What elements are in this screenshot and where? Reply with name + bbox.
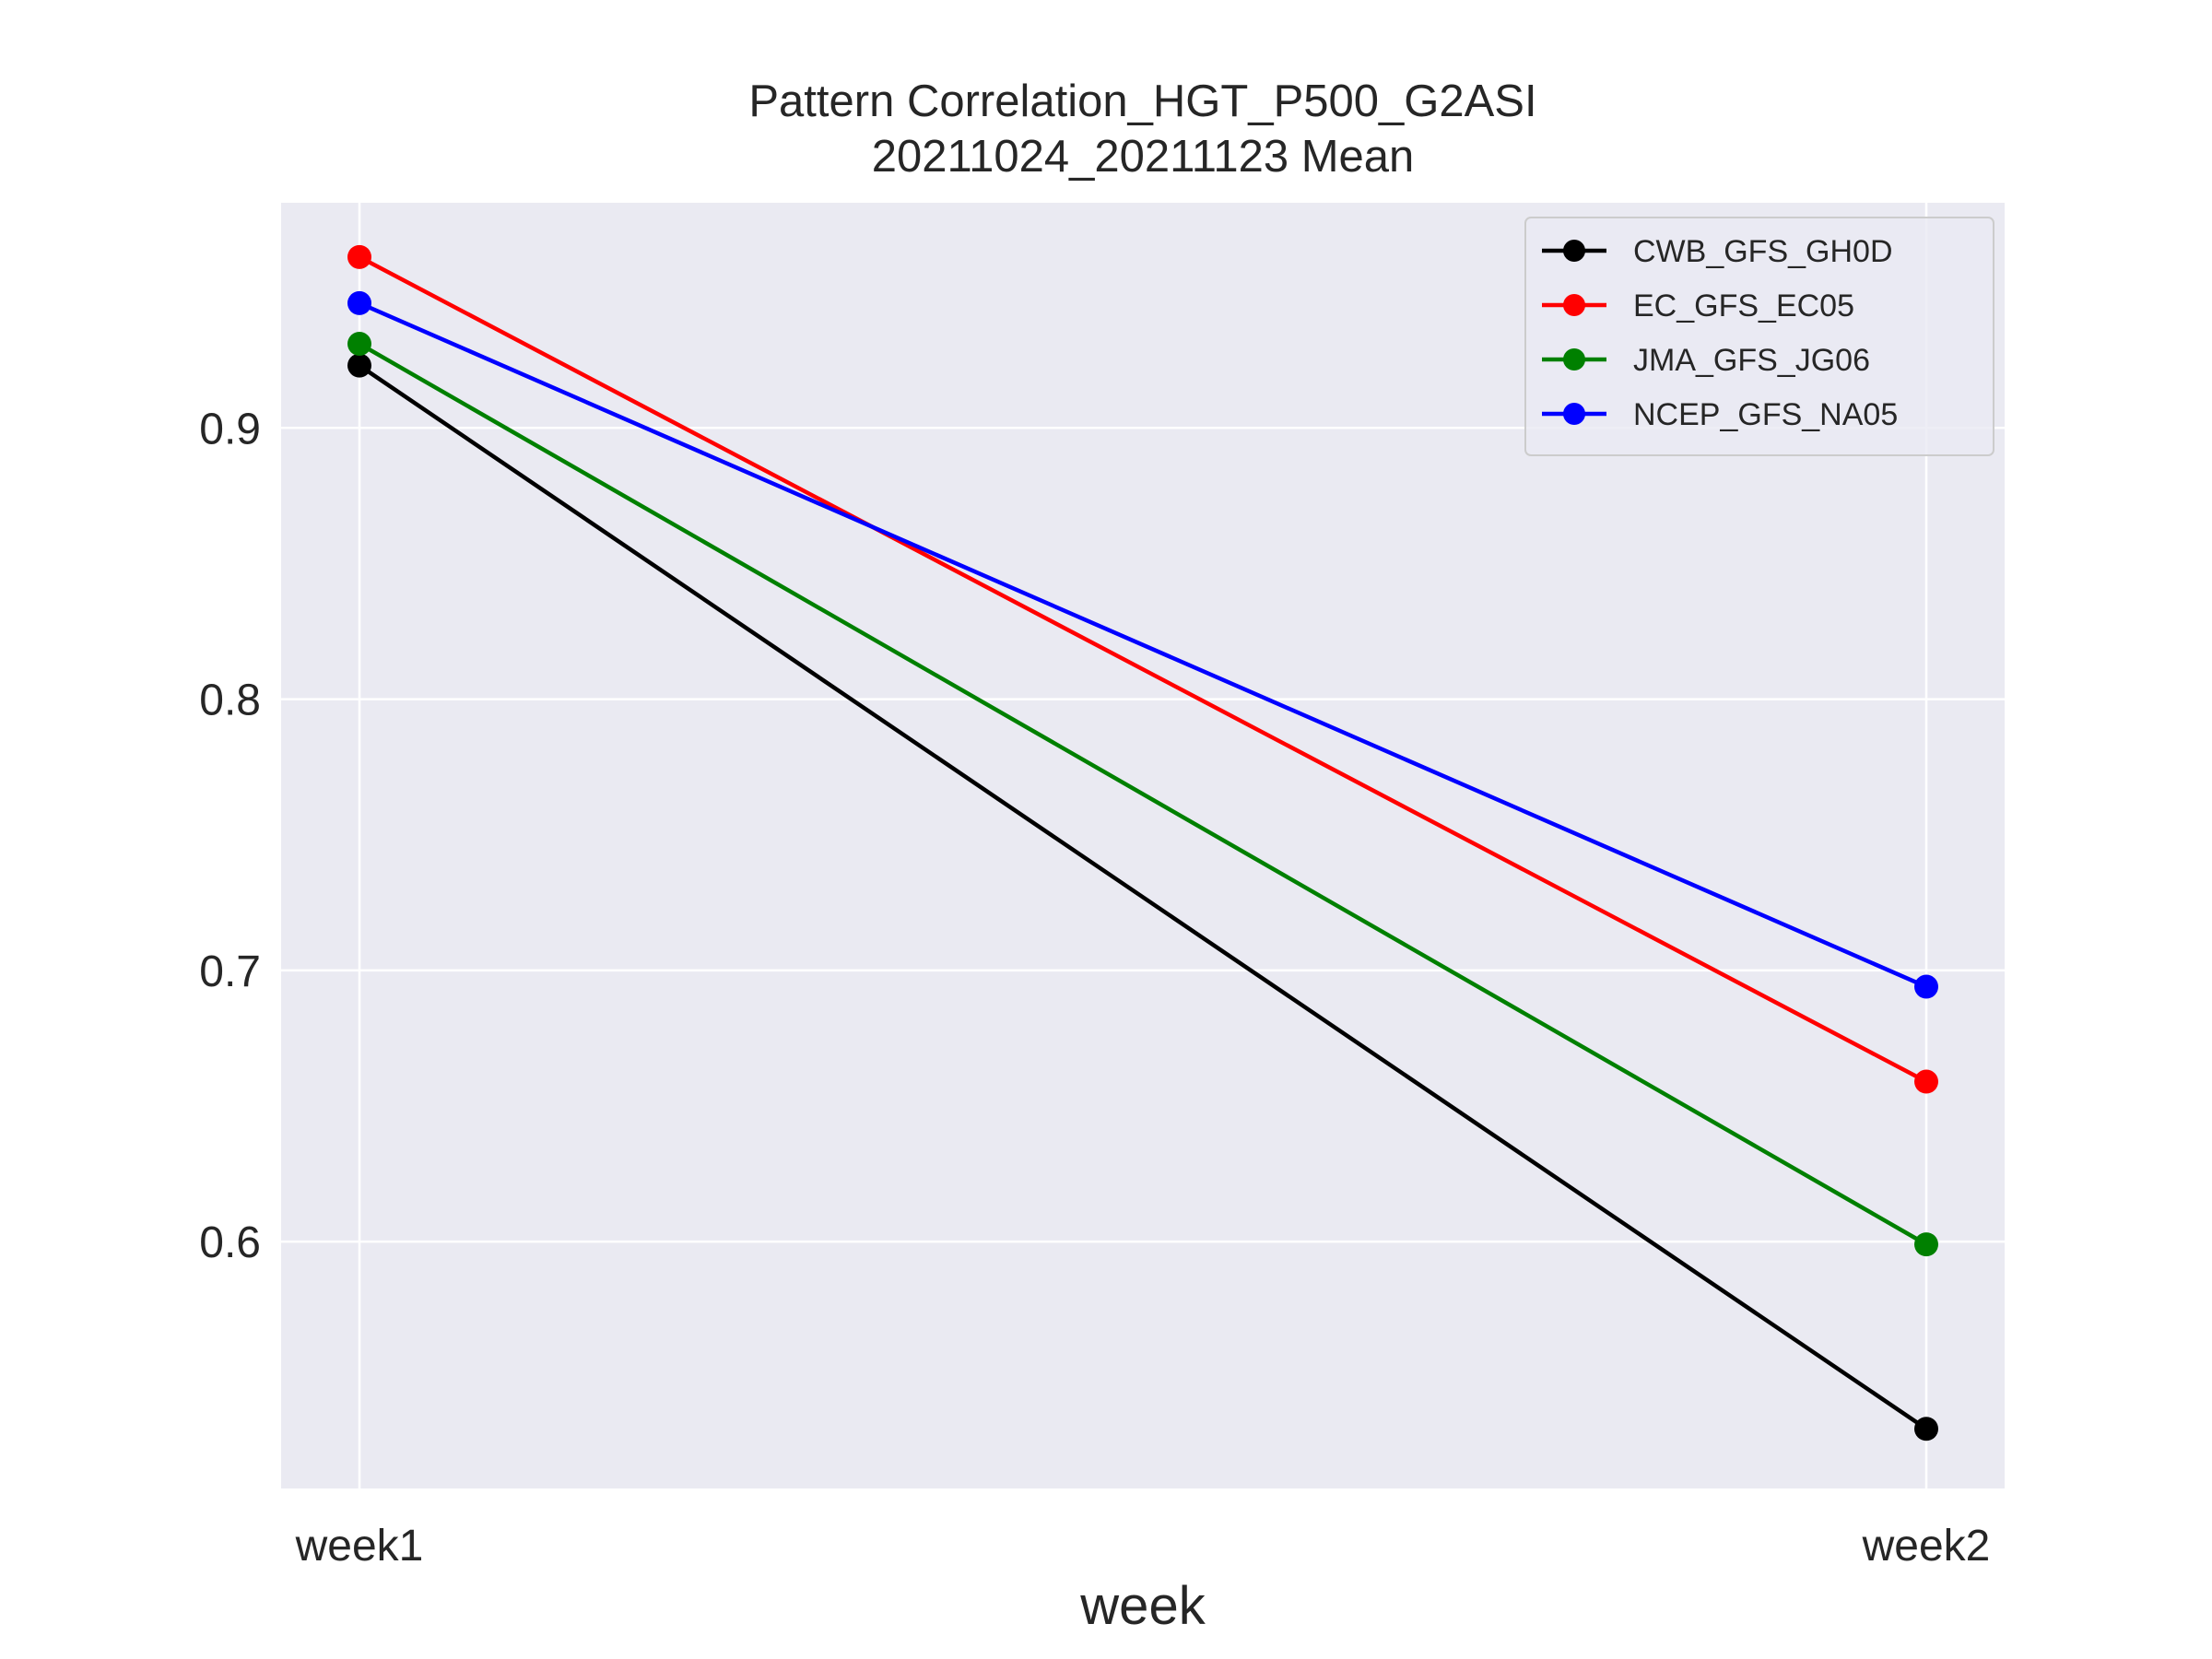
- x-tick-label: week2: [1862, 1522, 1991, 1571]
- grid-lines: [281, 203, 2005, 1488]
- series-ncep-gfs-na05: [347, 290, 1938, 999]
- data-point: [347, 332, 371, 357]
- legend-box: [1524, 217, 1994, 456]
- series-line: [358, 342, 1928, 1247]
- legend-label: EC_GFS_EC05: [1633, 288, 1854, 324]
- legend-swatch-marker: [1563, 240, 1585, 262]
- x-tick-label: week1: [295, 1522, 424, 1571]
- series-line: [358, 363, 1928, 1431]
- y-tick-label: 0.9: [199, 405, 261, 453]
- x-axis-label: week: [1079, 1576, 1206, 1636]
- series-ec-gfs-ec05: [347, 244, 1938, 1094]
- chart-subtitle: 20211024_20211123 Mean: [872, 132, 1415, 182]
- y-tick-label: 0.6: [199, 1218, 261, 1267]
- legend-label: CWB_GFS_GH0D: [1633, 234, 1893, 269]
- data-point: [1914, 1417, 1938, 1441]
- series-cwb-gfs-gh0d: [347, 353, 1938, 1441]
- legend-label: JMA_GFS_JG06: [1633, 343, 1870, 378]
- series-jma-gfs-jg06: [347, 332, 1938, 1257]
- legend-swatch-marker: [1563, 403, 1585, 425]
- y-tick-label: 0.8: [199, 677, 261, 725]
- series-line: [358, 254, 1928, 1084]
- series-lines: [347, 244, 1938, 1441]
- legend-swatch-marker: [1563, 348, 1585, 371]
- data-point: [347, 244, 371, 269]
- x-tick-labels: week1 week2: [295, 1522, 1991, 1571]
- legend: CWB_GFS_GH0D EC_GFS_EC05 JMA_GFS_JG06 NCEP_…: [1524, 217, 1994, 456]
- legend-swatch-marker: [1563, 294, 1585, 316]
- series-line: [359, 300, 1927, 989]
- data-point: [1914, 1232, 1938, 1257]
- data-point: [347, 353, 371, 378]
- data-point: [347, 290, 371, 315]
- legend-label: NCEP_GFS_NA05: [1633, 397, 1898, 432]
- y-tick-label: 0.7: [199, 947, 261, 996]
- y-tick-labels: 0.6 0.7 0.8 0.9: [199, 405, 261, 1267]
- chart-title: Pattern Correlation_HGT_P500_G2ASI: [748, 76, 1536, 126]
- data-point: [1914, 1069, 1938, 1094]
- data-point: [1914, 974, 1938, 999]
